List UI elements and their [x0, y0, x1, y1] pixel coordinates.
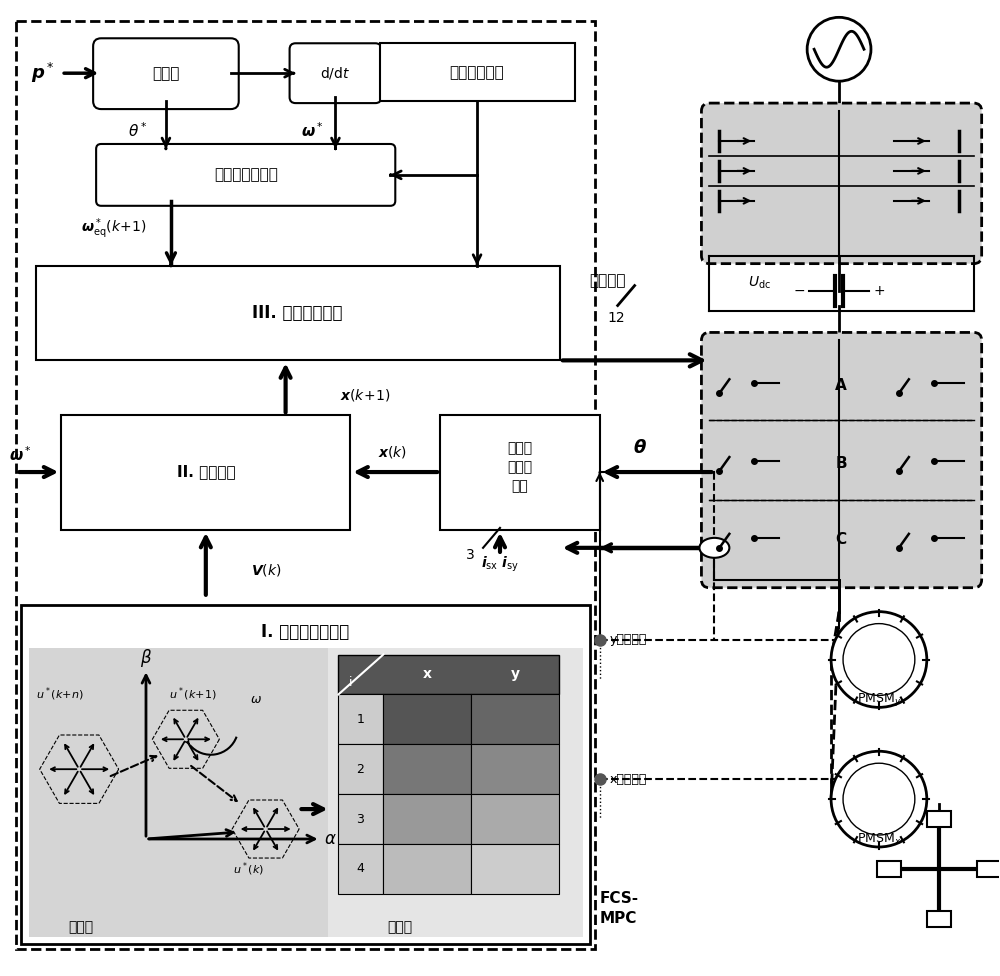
- FancyBboxPatch shape: [290, 43, 381, 103]
- Circle shape: [831, 752, 927, 847]
- Bar: [61, 415, 350, 530]
- Text: MPC: MPC: [600, 912, 637, 926]
- Text: $\boldsymbol{p}^*$: $\boldsymbol{p}^*$: [31, 61, 55, 85]
- Bar: [29, 647, 328, 937]
- Circle shape: [831, 612, 927, 708]
- Text: d/d$t$: d/d$t$: [320, 65, 351, 81]
- Text: 关系式: 关系式: [152, 65, 180, 81]
- Text: 3: 3: [466, 548, 474, 562]
- Bar: [471, 794, 559, 844]
- Text: 3: 3: [356, 813, 364, 826]
- Text: PMSM$_x$: PMSM$_x$: [857, 832, 901, 846]
- Text: $\boldsymbol{\theta}$: $\boldsymbol{\theta}$: [633, 439, 647, 457]
- Circle shape: [843, 624, 915, 696]
- Bar: [471, 745, 559, 794]
- Bar: [383, 844, 471, 894]
- Text: $\boldsymbol{x}(k)$: $\boldsymbol{x}(k)$: [378, 444, 407, 460]
- Text: 速度期望值修正: 速度期望值修正: [214, 168, 278, 183]
- Text: x轴编码器: x轴编码器: [610, 773, 647, 786]
- Text: $\boldsymbol{V}(k)$: $\boldsymbol{V}(k)$: [251, 562, 281, 578]
- Circle shape: [807, 18, 871, 81]
- Circle shape: [843, 763, 915, 835]
- Text: A: A: [835, 378, 847, 392]
- Text: I. 备选矢量的确定: I. 备选矢量的确定: [261, 623, 350, 640]
- Text: $\beta$: $\beta$: [140, 646, 152, 669]
- Text: II. 预测模型: II. 预测模型: [177, 465, 235, 479]
- Bar: [338, 844, 383, 894]
- Text: 尔曼观: 尔曼观: [507, 460, 533, 474]
- FancyBboxPatch shape: [96, 144, 395, 206]
- Text: 测器: 测器: [512, 479, 528, 493]
- Text: i: i: [349, 676, 352, 689]
- Text: FCS-: FCS-: [600, 891, 639, 907]
- Text: $\boldsymbol{i}_{\rm sx}\ \boldsymbol{i}_{\rm sy}$: $\boldsymbol{i}_{\rm sx}\ \boldsymbol{i}…: [481, 555, 519, 575]
- Text: $\boldsymbol{x}(k\!+\!1)$: $\boldsymbol{x}(k\!+\!1)$: [340, 387, 391, 403]
- Bar: [383, 745, 471, 794]
- Bar: [16, 21, 595, 949]
- Text: $u^*(k)$: $u^*(k)$: [233, 860, 264, 877]
- Text: III. 价值函数寻优: III. 价值函数寻优: [252, 304, 343, 321]
- Text: $u^*(k\!+\!1)$: $u^*(k\!+\!1)$: [169, 685, 217, 704]
- Bar: [471, 694, 559, 745]
- Text: y: y: [510, 668, 519, 681]
- Text: $U_{\rm dc}$: $U_{\rm dc}$: [748, 274, 771, 291]
- Text: $\alpha$: $\alpha$: [324, 830, 337, 848]
- Bar: [328, 647, 583, 937]
- Bar: [471, 844, 559, 894]
- Text: 第一步: 第一步: [69, 919, 94, 934]
- Bar: [36, 265, 560, 360]
- Text: 权重系数整定: 权重系数整定: [450, 64, 504, 80]
- Bar: [338, 655, 559, 694]
- Ellipse shape: [699, 538, 729, 558]
- FancyBboxPatch shape: [701, 333, 982, 588]
- Bar: [927, 911, 951, 927]
- Text: 开关信号: 开关信号: [590, 273, 626, 288]
- Bar: [977, 861, 1000, 876]
- Bar: [380, 43, 575, 102]
- Bar: [338, 745, 383, 794]
- Text: $\theta^*$: $\theta^*$: [128, 122, 148, 141]
- Text: +: +: [873, 284, 885, 298]
- Text: B: B: [835, 456, 847, 470]
- Text: $\omega$: $\omega$: [250, 693, 262, 706]
- Text: x: x: [423, 668, 432, 681]
- Text: 第二步: 第二步: [388, 919, 413, 934]
- FancyBboxPatch shape: [701, 103, 982, 264]
- Text: 1: 1: [356, 712, 364, 726]
- Text: 扩展卡: 扩展卡: [507, 441, 533, 455]
- Text: $\boldsymbol{\omega}^*$: $\boldsymbol{\omega}^*$: [301, 122, 324, 141]
- Bar: [338, 694, 383, 745]
- Text: C: C: [835, 532, 847, 548]
- Bar: [383, 794, 471, 844]
- Text: PMSM$_y$: PMSM$_y$: [857, 691, 901, 708]
- Bar: [877, 861, 901, 876]
- Text: $\boldsymbol{\omega}^*_{\rm eq}(k\!+\!1)$: $\boldsymbol{\omega}^*_{\rm eq}(k\!+\!1)…: [81, 217, 147, 241]
- Bar: [927, 811, 951, 827]
- Text: $\boldsymbol{\omega}^*$: $\boldsymbol{\omega}^*$: [9, 446, 32, 465]
- Bar: [440, 415, 600, 530]
- FancyBboxPatch shape: [93, 38, 239, 109]
- Text: 4: 4: [356, 863, 364, 875]
- Text: −: −: [793, 284, 805, 298]
- Bar: [383, 694, 471, 745]
- Bar: [338, 794, 383, 844]
- Bar: [21, 605, 590, 944]
- Text: y轴编码器: y轴编码器: [610, 633, 647, 646]
- Text: 12: 12: [608, 311, 625, 325]
- Text: $u^*(k\!+\!n)$: $u^*(k\!+\!n)$: [36, 685, 84, 704]
- Text: 2: 2: [356, 762, 364, 776]
